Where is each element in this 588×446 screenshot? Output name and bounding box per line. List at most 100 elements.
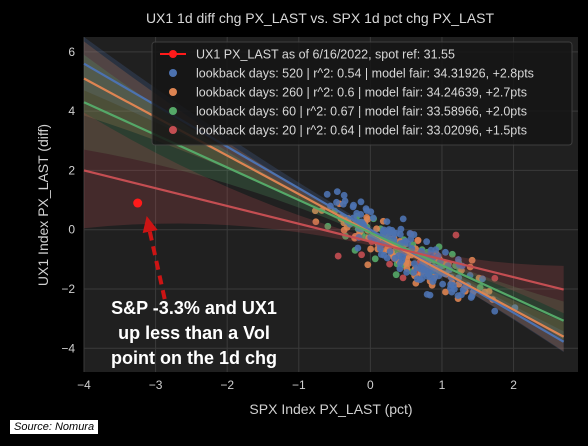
scatter-point bbox=[379, 228, 387, 235]
scatter-point bbox=[395, 252, 403, 260]
x-tick-label: 0 bbox=[367, 378, 374, 392]
annotation-line: up less than a Vol bbox=[118, 323, 270, 343]
scatter-point bbox=[334, 252, 342, 260]
y-axis-label: UX1 Index PX_LAST (diff) bbox=[35, 124, 51, 286]
highlight-point bbox=[133, 198, 143, 208]
scatter-point bbox=[392, 271, 400, 279]
scatter-point bbox=[403, 268, 410, 276]
y-tick-label: 0 bbox=[68, 223, 75, 237]
scatter-point bbox=[479, 275, 487, 283]
scatter-point bbox=[383, 218, 391, 226]
legend-box bbox=[151, 41, 573, 146]
chart-title: UX1 1d diff chg PX_LAST vs. SPX 1d pct c… bbox=[146, 10, 495, 26]
annotation-line: point on the 1d chg bbox=[111, 348, 277, 368]
scatter-point bbox=[362, 205, 370, 213]
scatter-point bbox=[442, 248, 449, 256]
scatter-point bbox=[364, 215, 371, 223]
legend: UX1 PX_LAST as of 6/16/2022, spot ref: 3… bbox=[151, 41, 573, 146]
x-tick-labels: −4 −3 −2 −1 0 1 2 bbox=[77, 378, 517, 392]
scatter-point bbox=[432, 246, 440, 254]
scatter-point bbox=[406, 230, 414, 237]
scatter-point bbox=[367, 233, 375, 241]
scatter-point bbox=[458, 291, 465, 299]
x-tick-label: −4 bbox=[77, 378, 91, 392]
scatter-point bbox=[467, 294, 475, 301]
scatter-point bbox=[439, 280, 447, 288]
scatter-point bbox=[312, 218, 320, 226]
scatter-point bbox=[333, 188, 341, 196]
scatter-point bbox=[448, 250, 456, 258]
scatter-point bbox=[340, 191, 348, 199]
legend-label: lookback days: 60 | r^2: 0.67 | model fa… bbox=[196, 105, 527, 119]
legend-label: UX1 PX_LAST as of 6/16/2022, spot ref: 3… bbox=[196, 48, 455, 62]
x-tick-label: −2 bbox=[220, 378, 234, 392]
regression-line bbox=[83, 169, 564, 291]
confidence-band bbox=[84, 54, 564, 340]
scatter-point bbox=[386, 260, 393, 268]
scatter-point bbox=[491, 307, 499, 315]
scatter-point bbox=[357, 198, 365, 206]
legend-marker bbox=[169, 88, 177, 96]
x-axis-label: SPX Index PX_LAST (pct) bbox=[249, 401, 412, 417]
scatter-point bbox=[383, 254, 391, 262]
scatter-point bbox=[386, 228, 393, 235]
scatter-point bbox=[454, 256, 462, 263]
annotation-text: S&P -3.3% and UX1 up less than a Vol poi… bbox=[84, 296, 304, 371]
scatter-point bbox=[423, 238, 431, 246]
y-tick-label: 2 bbox=[68, 163, 75, 177]
scatter-point bbox=[396, 259, 404, 267]
x-tick-label: −1 bbox=[292, 378, 306, 392]
confidence-band bbox=[84, 41, 564, 352]
scatter-point bbox=[324, 222, 332, 230]
scatter-point bbox=[468, 256, 476, 264]
scatter-point bbox=[420, 266, 428, 274]
arrow-shaft bbox=[147, 230, 167, 300]
scatter-point bbox=[426, 273, 434, 281]
y-tick-label: −4 bbox=[61, 341, 75, 355]
legend-label: lookback days: 520 | r^2: 0.54 | model f… bbox=[196, 67, 534, 81]
scatter-point bbox=[386, 248, 394, 255]
legend-label: lookback days: 20 | r^2: 0.64 | model fa… bbox=[196, 124, 527, 138]
scatter-point bbox=[396, 265, 404, 273]
scatter-point bbox=[414, 236, 422, 244]
scatter-point bbox=[476, 284, 484, 291]
scatter-point bbox=[323, 190, 331, 198]
legend-label: lookback days: 260 | r^2: 0.6 | model fa… bbox=[196, 86, 527, 100]
legend-marker bbox=[169, 107, 177, 115]
source-note: Source: Nomura bbox=[10, 420, 99, 434]
legend-marker bbox=[169, 69, 177, 77]
confidence-band bbox=[84, 112, 564, 314]
arrow-head bbox=[142, 216, 158, 234]
scatter-point bbox=[491, 274, 499, 282]
scatter-point bbox=[435, 272, 443, 280]
scatter-point bbox=[358, 251, 365, 259]
legend-marker bbox=[169, 126, 177, 134]
scatter-point bbox=[373, 225, 380, 233]
highlight-marker bbox=[133, 198, 143, 208]
scatter-point bbox=[426, 291, 434, 299]
scatter-point bbox=[399, 274, 407, 282]
scatter-point bbox=[353, 209, 361, 217]
annotation-line: S&P -3.3% and UX1 bbox=[111, 298, 277, 318]
x-tick-label: −3 bbox=[149, 378, 163, 392]
scatter-point bbox=[413, 264, 421, 272]
scatter-point bbox=[446, 284, 454, 292]
scatter-point bbox=[452, 231, 460, 239]
scatter-point bbox=[442, 288, 449, 296]
scatter-point bbox=[340, 226, 348, 234]
y-tick-labels: −4 −2 0 2 4 6 bbox=[61, 45, 75, 355]
scatter-point bbox=[369, 214, 377, 222]
scatter-point bbox=[399, 215, 407, 223]
scatter-point bbox=[405, 260, 413, 267]
y-tick-label: 4 bbox=[68, 104, 75, 118]
scatter-point bbox=[341, 197, 349, 205]
scatter-point bbox=[364, 261, 372, 269]
scatter-point bbox=[367, 245, 375, 253]
y-tick-label: −2 bbox=[61, 282, 75, 296]
scatter-point bbox=[349, 203, 357, 211]
x-tick-label: 2 bbox=[510, 378, 517, 392]
y-tick-label: 6 bbox=[68, 45, 75, 59]
scatter-point bbox=[354, 244, 362, 252]
scatter-point bbox=[371, 255, 379, 263]
